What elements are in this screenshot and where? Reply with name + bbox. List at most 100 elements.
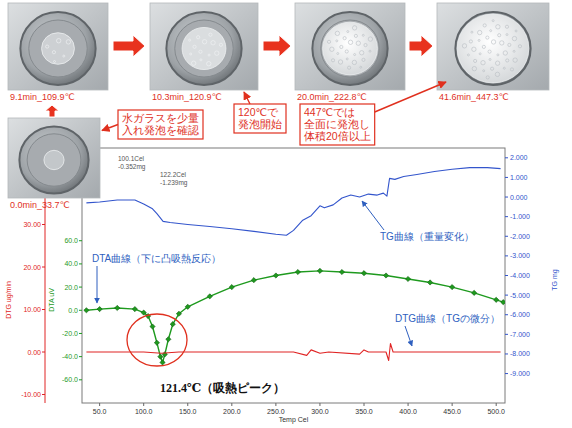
bubble (506, 59, 509, 62)
callout-text: 全面に発泡し (304, 118, 370, 130)
bubble (472, 47, 476, 51)
y-tick-label: -20.0 (62, 330, 78, 337)
series-marker (273, 273, 278, 278)
plot-frame (82, 148, 505, 403)
series-marker (185, 304, 190, 309)
photo-background (8, 118, 100, 198)
y2-tick (505, 373, 508, 374)
bubble (63, 55, 65, 57)
y2-tick (505, 334, 508, 335)
y3-tick-label: -10.00 (21, 391, 41, 398)
bubble (46, 45, 49, 48)
tg-point-annotation: -0.352mg (118, 163, 146, 171)
y-tick (79, 310, 82, 311)
series-marker (405, 276, 410, 281)
crucible-inner (27, 134, 81, 186)
x-tick-label: 150.0 (179, 408, 197, 415)
photo-label: 0.0min_33.7℃ (10, 200, 70, 210)
bubble (492, 20, 494, 22)
bubble (498, 34, 501, 37)
series-marker (494, 297, 499, 302)
bubble (369, 50, 371, 52)
y3-tick-label: 10.00 (23, 306, 41, 313)
x-tick (143, 403, 144, 406)
series-marker (501, 300, 505, 305)
x-tick (187, 403, 188, 406)
bubble (338, 60, 342, 64)
callout: 120℃で発泡開始 (234, 92, 286, 133)
x-axis-title: Temp Cel (279, 416, 309, 424)
series-marker (295, 269, 300, 274)
series-marker (160, 360, 165, 365)
y-tick-label: -40.0 (62, 353, 78, 360)
bubble (503, 51, 507, 55)
bubble (513, 50, 515, 52)
series-marker (383, 273, 388, 278)
crucible (19, 126, 88, 193)
sequence-arrow (45, 105, 59, 117)
callout-text: 水ガラスを少量 (122, 112, 199, 124)
y3-tick (42, 394, 45, 395)
bubble (486, 76, 489, 79)
y-tick-label: 60.0 (64, 237, 78, 244)
bubble (343, 37, 346, 40)
annotations: TG曲線（重量変化）DTA曲線（下に凸吸熱反応）DTG曲線（TGの微分）121.… (92, 155, 500, 395)
y2-tick-label: 0.000 (510, 194, 528, 201)
callout: 水ガラスを少量入れ発泡を確認 (102, 110, 203, 139)
photo-label: 20.0min_222.8℃ (297, 92, 367, 102)
bubble (340, 45, 343, 48)
bubble (345, 50, 348, 53)
callout-box (300, 104, 375, 145)
y-tick (79, 356, 82, 357)
bubble (469, 40, 472, 43)
sample (44, 150, 64, 169)
bubble (362, 58, 365, 61)
photo-background (150, 3, 258, 90)
y2-tick-label: 2.000 (510, 154, 528, 161)
bubble (215, 51, 219, 55)
sequence-arrow (113, 35, 145, 57)
series-marker (97, 307, 102, 312)
sequence-arrow (409, 35, 433, 57)
series-marker (166, 337, 171, 342)
sample (323, 22, 378, 75)
crucible (166, 12, 241, 85)
y2-tick (505, 236, 508, 237)
sample (42, 33, 75, 65)
y-tick-label: 20.0 (64, 284, 78, 291)
bubble (503, 67, 505, 69)
y3-tick (42, 309, 45, 310)
y2-tick (505, 177, 508, 178)
bubble (52, 51, 55, 54)
photo-background (295, 3, 405, 90)
y-tick (79, 333, 82, 334)
y2-tick-label: -9.000 (510, 370, 530, 377)
bubble (208, 54, 210, 56)
bubble (508, 43, 511, 46)
bubble (489, 58, 491, 60)
bubble (368, 37, 372, 41)
series-line (86, 344, 500, 361)
bubble (193, 45, 196, 48)
bubble (462, 44, 466, 48)
bubble (467, 54, 469, 56)
series-marker (176, 311, 181, 316)
label-arrow (97, 266, 98, 303)
series-marker (251, 278, 256, 283)
series-marker (207, 294, 212, 299)
bubble (189, 39, 191, 41)
bubble (481, 61, 485, 65)
bubble (356, 41, 360, 45)
bubble (510, 68, 513, 71)
tg-point-annotation: 122.2Cel (160, 171, 187, 178)
series-marker (141, 310, 146, 315)
bubble (336, 40, 338, 42)
bubble (199, 50, 202, 53)
y-axis-title: DTA uV (48, 288, 55, 312)
bubble (354, 34, 357, 37)
x-tick (231, 403, 232, 406)
y2-tick-label: -2.000 (510, 233, 530, 240)
y3-tick-label: 30.00 (23, 221, 41, 228)
bubble (191, 61, 195, 65)
y2-tick-label: 1.000 (510, 174, 528, 181)
